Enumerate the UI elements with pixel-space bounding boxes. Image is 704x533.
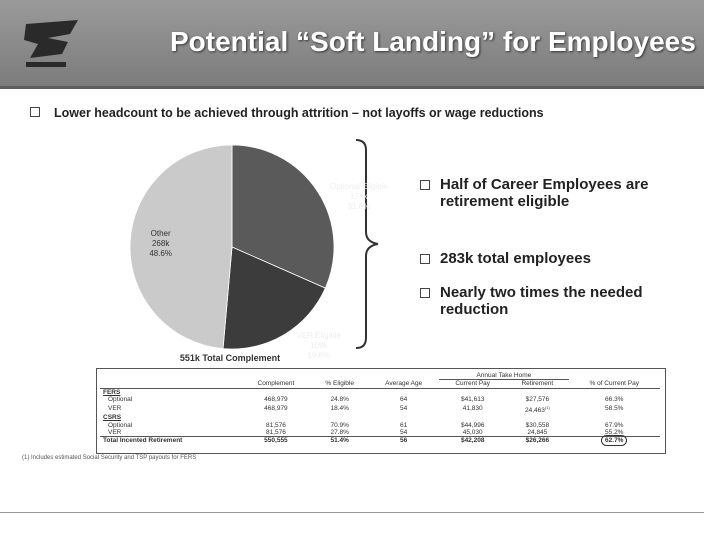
logo xyxy=(24,20,78,67)
cell: 24.8% xyxy=(330,396,349,404)
bullet-text: Lower headcount to be achieved through a… xyxy=(54,106,544,120)
slice-count: 174k xyxy=(350,192,368,201)
slice-label: Other xyxy=(151,229,171,238)
side-bullet: 283k total employees xyxy=(420,250,680,267)
side-bullet-text: Half of Career Employees are retirement … xyxy=(440,176,649,210)
bullet: Lower headcount to be achieved through a… xyxy=(30,106,544,120)
cell: 66.3% xyxy=(605,396,624,404)
group-header: Annual Take Home xyxy=(439,372,569,381)
cell: 54 xyxy=(400,405,408,413)
pie-slice xyxy=(231,144,335,289)
cell: $26,266 xyxy=(506,436,569,445)
slice-count: 268k xyxy=(152,239,170,248)
cell: 56 xyxy=(368,436,440,445)
cell: VER xyxy=(108,429,122,436)
pie-slice xyxy=(129,144,233,350)
cell: 24,845 xyxy=(527,429,548,436)
chart-caption: 551k Total Complement xyxy=(180,353,280,363)
cell: 70.9% xyxy=(330,421,349,429)
pie-slice xyxy=(222,246,326,350)
header-row: Complement% Eligible Average Age Current P… xyxy=(100,379,660,389)
section-row: CSRS xyxy=(100,414,660,421)
bottom-rule xyxy=(0,512,704,513)
cell: 18.4% xyxy=(330,405,349,413)
cell: $41,613 xyxy=(460,396,485,404)
cell: 64 xyxy=(400,396,408,404)
column-header: % Eligible xyxy=(311,379,369,389)
table-row: VER 468,979 18.4% 54 41,830 24,463(1) 58.5% xyxy=(100,404,660,415)
cell xyxy=(569,372,661,380)
column-header: Complement xyxy=(240,379,312,389)
table-row: VER 81,576 27.8% 54 45,030 24,845 55.2% xyxy=(100,429,660,437)
cell xyxy=(100,372,241,380)
cell: 24,463(1) xyxy=(524,404,550,414)
cell: $30,558 xyxy=(525,421,550,429)
cell: Optional xyxy=(108,421,133,429)
table-row: Optional 468,979 24.8% 64 $41,613 $27,576 66.3… xyxy=(100,396,660,403)
group-header-row: Annual Take Home xyxy=(100,372,661,381)
section-name: FERS xyxy=(103,388,121,396)
cell: 468,979 xyxy=(264,396,288,404)
section-name: CSRS xyxy=(103,414,122,422)
cell xyxy=(311,372,368,380)
cell: 550,555 xyxy=(240,436,312,445)
column-header: Current Pay xyxy=(439,379,507,389)
slice-label: Optional Eligible xyxy=(330,182,388,191)
cell: 41,830 xyxy=(462,405,483,413)
slice-count: 109k xyxy=(310,341,328,350)
cell xyxy=(368,372,439,380)
table-box: Annual Take Home Complement% Eligible Aver… xyxy=(96,368,666,454)
slice-percent: 19.8% xyxy=(307,351,330,360)
side-bullet-text: Nearly two times the needed reduction xyxy=(440,284,643,318)
cell: $27,576 xyxy=(525,396,550,404)
column-header: Retirement xyxy=(506,379,569,389)
cell: 81,576 xyxy=(265,429,286,436)
bracket xyxy=(355,139,379,349)
cell xyxy=(100,379,241,389)
cell: 468,979 xyxy=(264,405,288,413)
cell: 54 xyxy=(400,429,408,436)
cell: VER xyxy=(108,405,122,413)
side-bullet-text: 283k total employees xyxy=(440,250,591,267)
cell: 61 xyxy=(400,421,408,429)
cell-circled: 62.7% xyxy=(601,435,628,447)
cell: 62.7% xyxy=(568,435,660,447)
cell: 51.4% xyxy=(311,436,369,445)
cell xyxy=(241,372,312,380)
cell: 45,030 xyxy=(462,429,483,436)
column-header: Average Age xyxy=(368,379,440,389)
table-row: Optional 81,576 70.9% 61 $44,996 $30,558 67.9% xyxy=(100,422,660,429)
note-ref: (1) xyxy=(544,404,550,410)
footnote: (1) Includes estimated Social Security a… xyxy=(22,455,197,461)
cell: 81,576 xyxy=(265,421,286,429)
total-row: Total Incented Retirement 550,555 51.4% 56 $… xyxy=(100,435,660,447)
slide-title: Potential “Soft Landing” for Employees xyxy=(170,26,696,57)
side-bullet: Nearly two times the needed reduction xyxy=(420,284,680,318)
cell: 27.8% xyxy=(330,429,349,436)
cell: 67.9% xyxy=(605,421,624,429)
cell: $44,996 xyxy=(460,421,485,429)
slice-percent: 31.6% xyxy=(348,202,371,211)
header-band: Potential “Soft Landing” for Employees xyxy=(0,0,704,89)
cell: $42,208 xyxy=(439,436,507,445)
cell: 58.5% xyxy=(605,405,624,413)
side-bullet: Half of Career Employees are retirement … xyxy=(420,176,680,210)
cell: Optional xyxy=(108,396,133,404)
table: Annual Take Home Complement% Eligible Aver… xyxy=(100,372,661,447)
section-row: FERS xyxy=(100,388,660,396)
slice-label: VER Eligible xyxy=(296,331,341,340)
column-header: % of Current Pay xyxy=(568,379,660,389)
cell: Total Incented Retirement xyxy=(100,436,241,445)
slice-percent: 48.6% xyxy=(149,249,172,258)
cell: 55.2% xyxy=(605,429,624,436)
